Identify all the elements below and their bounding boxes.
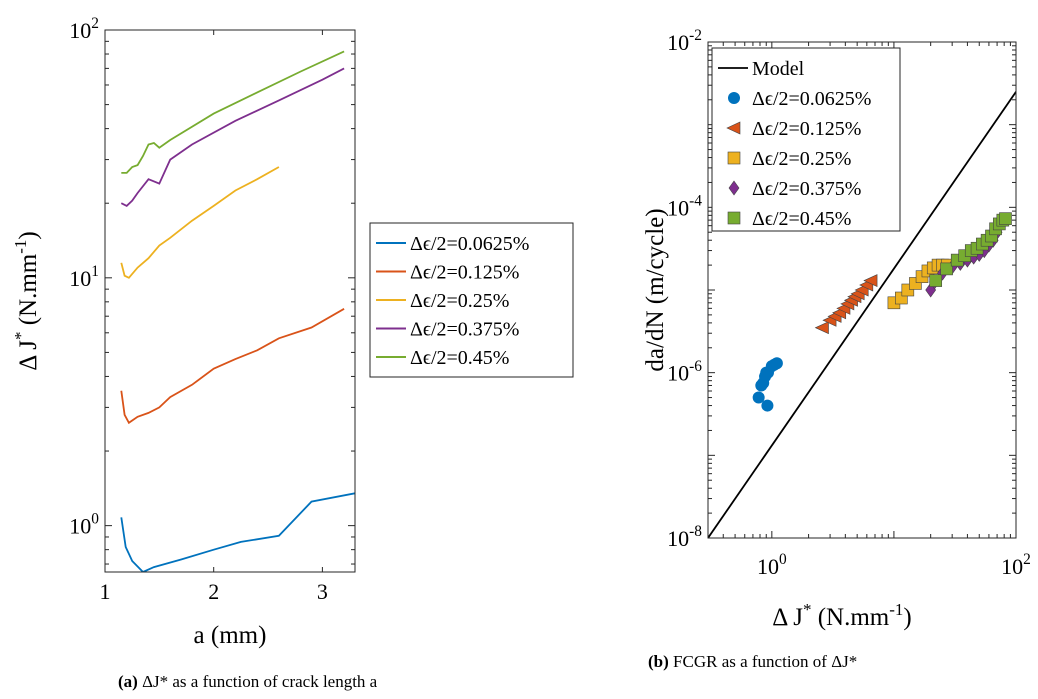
x-tick-label-b: 102 bbox=[1001, 551, 1031, 579]
x-axis-label-b: Δ J* (N.mm-1) bbox=[772, 600, 911, 631]
series-line-a-2-0-45 bbox=[121, 50, 345, 174]
caption-b-text: FCGR as a function of ΔJ* bbox=[673, 652, 858, 671]
legend-label-a-2-0-125: Δϵ/2=0.125% bbox=[410, 262, 519, 284]
legend-a: Δϵ/2=0.0625% Δϵ/2=0.125% Δϵ/2=0.25% Δϵ/2=0.… bbox=[369, 222, 574, 378]
point-b-2-0-45 bbox=[940, 262, 953, 276]
y-tick-label-b: 10-4 bbox=[667, 192, 702, 220]
legend-box-b bbox=[711, 47, 901, 232]
point-b-2-0-0625 bbox=[770, 357, 783, 370]
x-tick-label-a: 2 bbox=[208, 579, 219, 604]
model-line bbox=[708, 91, 1016, 538]
legend-label-b-2-0-375: Δϵ/2=0.375% bbox=[752, 178, 861, 200]
point-b-2-0-125 bbox=[814, 321, 829, 335]
legend-marker-b-2-0-45 bbox=[727, 211, 741, 225]
point-b-2-0-0625 bbox=[752, 391, 765, 404]
series-line-a-2-0-125 bbox=[120, 308, 345, 425]
legend-b: Model Δϵ/2=0.0625% Δϵ/2=0.125% Δϵ/2=0.25% Δϵ… bbox=[711, 47, 901, 232]
legend-label-a-2-0-375: Δϵ/2=0.375% bbox=[410, 319, 519, 341]
point-b-2-0-125 bbox=[863, 274, 878, 288]
panel-b-chart: 100 102 10-8 10-6 10-4 10-2 Δ J* (N.mm-1) da/dN… bbox=[642, 27, 1031, 631]
x-tick-label-a: 3 bbox=[317, 579, 328, 604]
y-axis-label-b: da/dN (m/cycle) bbox=[642, 208, 669, 371]
legend-marker-b-2-0-25 bbox=[727, 151, 741, 165]
legend-label-b-model: Model bbox=[752, 58, 805, 80]
y-tick-label-a: 102 bbox=[69, 15, 99, 43]
x-axis-label-a: a (mm) bbox=[194, 622, 267, 649]
caption-a-text: ΔJ* as a function of crack length a bbox=[142, 672, 378, 691]
point-b-2-0-45 bbox=[999, 212, 1012, 225]
caption-b: (b) FCGR as a function of ΔJ* bbox=[648, 652, 857, 672]
legend-label-a-2-0-25: Δϵ/2=0.25% bbox=[410, 290, 509, 312]
caption-a-tag: (a) bbox=[118, 672, 138, 691]
legend-label-b-2-0-0625: Δϵ/2=0.0625% bbox=[752, 88, 871, 110]
legend-marker-b-2-0-125 bbox=[726, 121, 741, 135]
y-axis-label-a: Δ J* (N.mm-1) bbox=[11, 231, 42, 370]
point-b-2-0-0625 bbox=[761, 399, 774, 412]
panel-a-chart: 1 2 3 100 101 102 a (mm) Δ J* (N.mm-1) Δϵ/2=0.06… bbox=[11, 15, 574, 649]
x-tick-label-b: 100 bbox=[757, 551, 787, 579]
legend-marker-b-2-0-375 bbox=[728, 180, 740, 196]
legend-label-b-2-0-25: Δϵ/2=0.25% bbox=[752, 148, 851, 170]
plot-area-a bbox=[105, 30, 355, 572]
caption-a: (a) ΔJ* as a function of crack length a bbox=[118, 672, 377, 692]
x-tick-label-a: 1 bbox=[100, 579, 111, 604]
series-line-a-2-0-375 bbox=[120, 67, 345, 207]
legend-label-b-2-0-45: Δϵ/2=0.45% bbox=[752, 208, 851, 230]
point-b-2-0-45 bbox=[929, 274, 943, 287]
legend-marker-b-2-0-0625 bbox=[728, 92, 740, 104]
y-tick-label-b: 10-8 bbox=[667, 523, 702, 551]
caption-b-tag: (b) bbox=[648, 652, 669, 671]
series-line-a-2-0-0625 bbox=[120, 492, 355, 572]
series-line-a-2-0-25 bbox=[120, 166, 280, 279]
y-tick-label-a: 100 bbox=[69, 511, 99, 539]
legend-label-b-2-0-125: Δϵ/2=0.125% bbox=[752, 118, 861, 140]
legend-label-a-2-0-45: Δϵ/2=0.45% bbox=[410, 347, 509, 369]
y-tick-label-b: 10-2 bbox=[667, 27, 702, 55]
y-tick-label-b: 10-6 bbox=[667, 358, 702, 386]
legend-label-a-2-0-0625: Δϵ/2=0.0625% bbox=[410, 233, 529, 255]
y-tick-label-a: 101 bbox=[69, 263, 99, 291]
axes-box-a bbox=[104, 29, 356, 573]
